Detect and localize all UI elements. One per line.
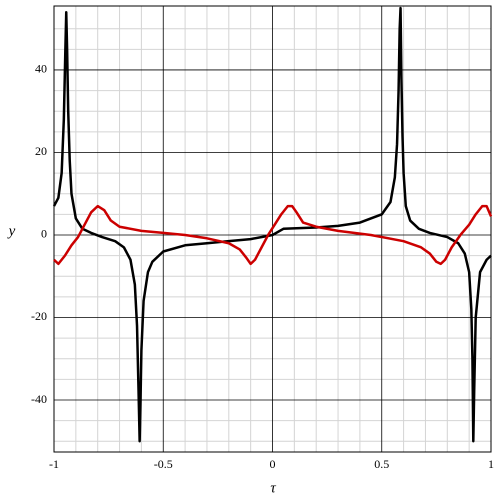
y-tick-label: -20 bbox=[31, 309, 47, 323]
x-tick-label: 1 bbox=[488, 457, 494, 471]
x-axis-title: τ bbox=[270, 480, 276, 496]
y-axis-title: y bbox=[7, 223, 16, 239]
x-tick-label: -0.5 bbox=[154, 457, 173, 471]
x-tick-label: 0 bbox=[270, 457, 276, 471]
y-tick-label: 40 bbox=[35, 62, 47, 76]
x-tick-label: -1 bbox=[49, 457, 59, 471]
data-line bbox=[53, 204, 493, 266]
y-tick-label: -40 bbox=[31, 392, 47, 406]
plot-frame bbox=[53, 5, 492, 453]
x-tick-label: 0.5 bbox=[374, 457, 389, 471]
y-tick-label: 20 bbox=[35, 144, 47, 158]
y-tick-label: 0 bbox=[41, 227, 47, 241]
